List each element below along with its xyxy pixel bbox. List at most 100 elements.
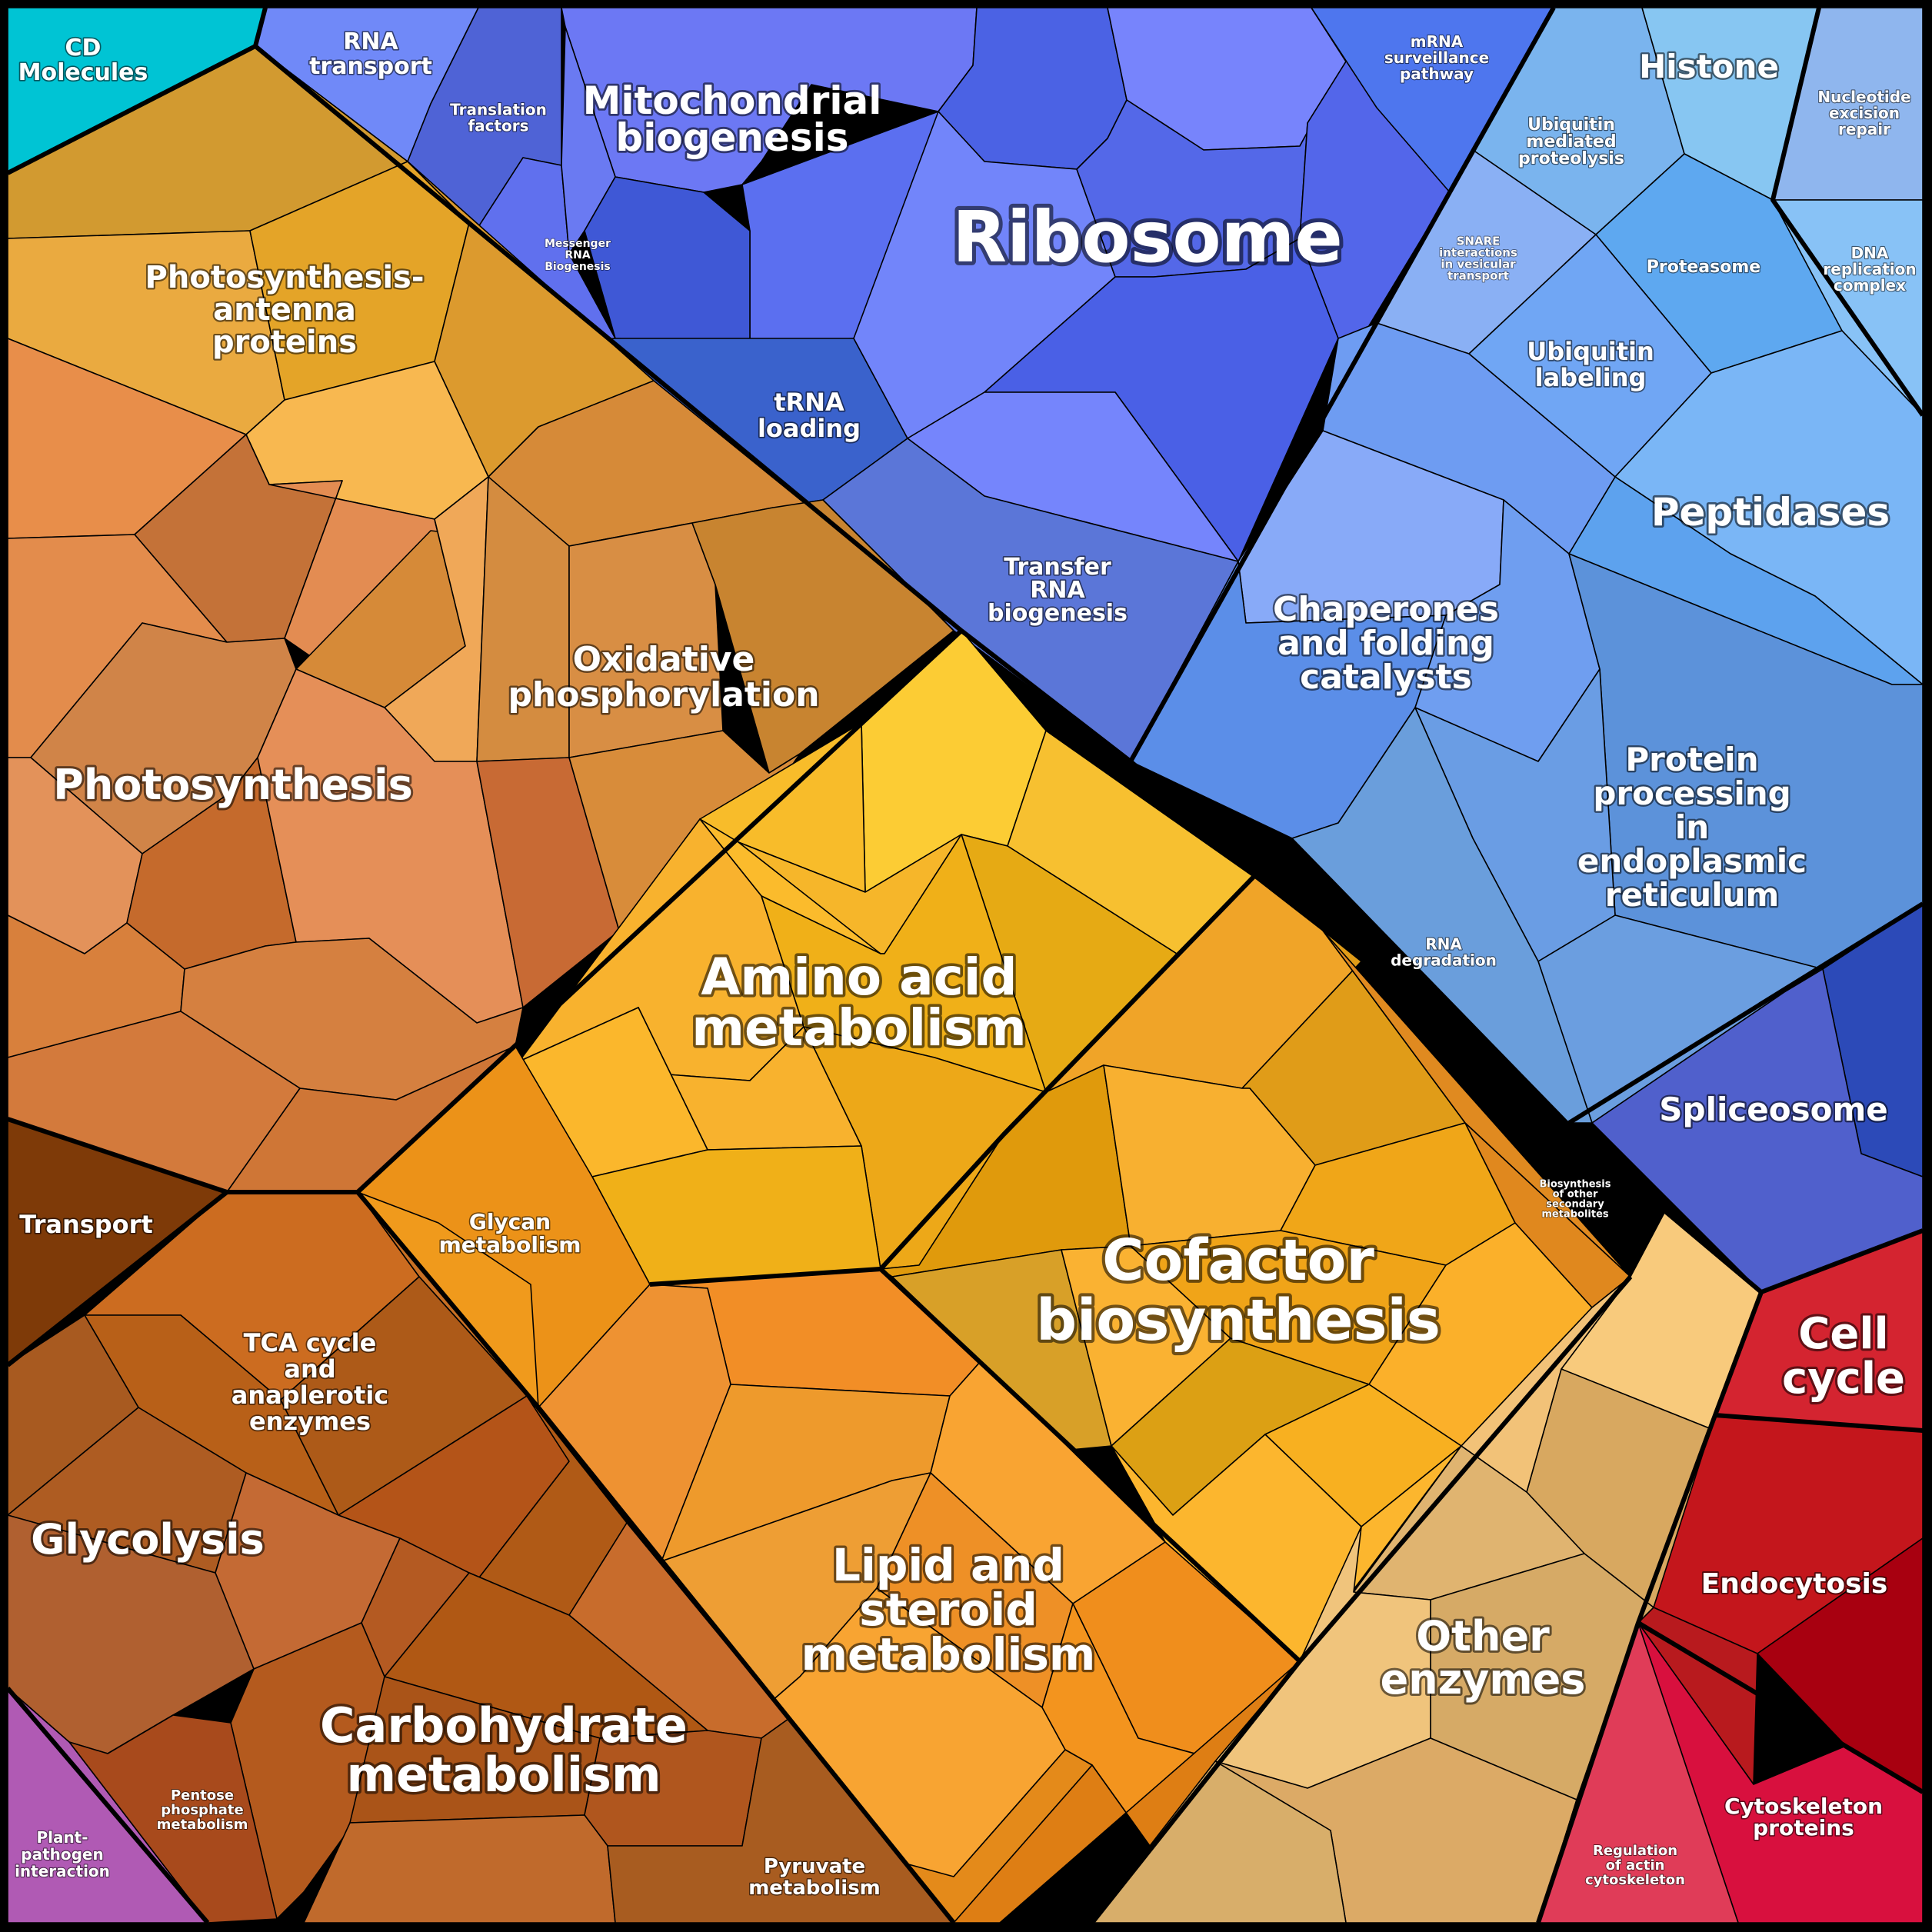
- label-line: Histone: [1639, 48, 1779, 85]
- label-tca-cycle: TCA cycle and anaplerotic enzymes: [232, 1328, 389, 1436]
- label-cell-cycle: Cell cycle: [1782, 1309, 1905, 1404]
- label-line: metabolism: [691, 998, 1027, 1058]
- label-line: RNA: [1030, 577, 1085, 604]
- label-line: Protein: [1625, 741, 1758, 778]
- label-line: Ribosome: [952, 196, 1343, 278]
- label-trna-loading: tRNA loading: [758, 388, 861, 443]
- label-peptidases: Peptidases: [1651, 490, 1890, 535]
- label-ribosome: Ribosome: [952, 196, 1343, 278]
- border-transport: [6, 1190, 228, 1367]
- label-line: Peptidases: [1651, 490, 1890, 535]
- label-transport: Transport: [19, 1210, 152, 1239]
- label-line: interactions: [1439, 246, 1517, 260]
- label-cd-molecules: CD Molecules: [18, 35, 148, 86]
- label-line: Cytoskeleton: [1724, 1794, 1883, 1819]
- label-glycan-metabolism: Glycan metabolism: [439, 1209, 581, 1257]
- label-line: degradation: [1391, 951, 1497, 970]
- label-rna-degradation: RNA degradation: [1391, 935, 1497, 970]
- label-line: Other: [1416, 1612, 1550, 1661]
- label-line: proteins: [1753, 1815, 1854, 1840]
- label-dna-replication-complex: DNA replication complex: [1823, 244, 1916, 295]
- cell-mitochondrial-2: [561, 26, 616, 255]
- label-line: excision: [1829, 104, 1900, 122]
- label-line: Oxidative: [573, 640, 755, 679]
- border-aa-cofactor: [649, 874, 1256, 1287]
- label-photosynthesis: Photosynthesis: [53, 761, 413, 809]
- label-line: Mitochondrial: [583, 78, 882, 123]
- label-line: Biosynthesis: [1540, 1178, 1611, 1190]
- label-line: Chaperones: [1273, 590, 1499, 629]
- label-messenger-rna-biogenesis: Messenger RNA Biogenesis: [545, 238, 611, 273]
- label-line: endoplasmic: [1577, 842, 1807, 880]
- label-line: Plant-: [36, 1828, 88, 1847]
- label-line: tRNA: [774, 388, 844, 417]
- cells-layer: [7, 7, 1924, 1924]
- label-line: complex: [1834, 276, 1906, 295]
- label-line: Biogenesis: [545, 261, 611, 273]
- label-line: Cell: [1798, 1309, 1888, 1359]
- border-carb-top: [7, 1117, 541, 1409]
- border-blue-orange: [254, 44, 1763, 1294]
- label-line: in: [1675, 808, 1709, 846]
- label-line: Transport: [19, 1210, 152, 1239]
- label-line: TCA cycle: [244, 1328, 377, 1357]
- label-photosynthesis-antenna: Photosynthesis-antenna proteins: [145, 260, 425, 360]
- label-translation-factors: Translation factors: [450, 101, 547, 135]
- label-mitochondrial-biogenesis: Mitochondrial biogenesis: [583, 78, 882, 160]
- label-amino-acid-metabolism: Amino acid metabolism: [691, 948, 1027, 1058]
- label-line: Amino acid: [701, 948, 1017, 1007]
- label-line: transport: [1447, 269, 1509, 283]
- label-line: metabolism: [748, 1877, 881, 1900]
- border-cellcycle-top: [1760, 1228, 1924, 1294]
- label-line: secondary: [1546, 1198, 1604, 1210]
- label-line: interaction: [15, 1862, 110, 1880]
- label-line: phosphorylation: [508, 675, 819, 715]
- border-info-fate: [1128, 191, 1452, 763]
- cell-secondary-metabolites-2: [1322, 930, 1631, 1277]
- label-line: biogenesis: [988, 600, 1128, 627]
- label-lipid-steroid: Lipid and steroid metabolism: [801, 1539, 1096, 1681]
- label-line: and folding: [1277, 624, 1494, 663]
- label-spliceosome: Spliceosome: [1659, 1091, 1887, 1128]
- label-line: Glycolysis: [31, 1515, 265, 1564]
- label-line: mediated: [1526, 132, 1616, 152]
- border-lipid-cofactor: [878, 1267, 1302, 1664]
- label-glycolysis: Glycolysis: [31, 1515, 265, 1564]
- label-proteasome: Proteasome: [1647, 258, 1760, 277]
- border-cellcycle-bottom: [1714, 1413, 1924, 1433]
- label-line: Nucleotide: [1817, 88, 1910, 106]
- label-line: Pyruvate: [764, 1855, 865, 1878]
- border-other: [1090, 1275, 1633, 1924]
- label-line: Carbohydrate: [320, 1697, 688, 1754]
- label-line: SNARE: [1457, 235, 1501, 248]
- label-other-enzymes: Other enzymes: [1381, 1612, 1586, 1704]
- label-rna-transport: RNA transport: [309, 28, 432, 80]
- label-line: labeling: [1535, 363, 1647, 392]
- label-line: Lipid and: [832, 1539, 1064, 1591]
- label-pyruvate-metabolism: Pyruvate metabolism: [748, 1855, 881, 1900]
- label-line: repair: [1838, 120, 1890, 138]
- border-red-left: [1536, 1291, 1764, 1924]
- label-protein-processing-er: Protein processing in endoplasmic reticulum: [1577, 741, 1807, 914]
- label-oxidative-phosphorylation: Oxidative phosphorylation: [508, 640, 819, 715]
- label-line: mRNA: [1411, 32, 1464, 51]
- border-ribosome-right: [1447, 6, 1556, 194]
- label-line: Transfer: [1004, 554, 1111, 581]
- label-line: reticulum: [1605, 876, 1780, 914]
- label-line: RNA: [343, 28, 398, 55]
- label-line: anaplerotic: [232, 1381, 389, 1410]
- label-pentose-phosphate: Pentose phosphate metabolism: [157, 1787, 248, 1833]
- label-line: pathway: [1400, 65, 1474, 83]
- label-line: proteolysis: [1518, 149, 1624, 168]
- label-line: biosynthesis: [1036, 1287, 1441, 1354]
- label-nucleotide-excision-repair: Nucleotide excision repair: [1817, 88, 1910, 138]
- label-line: replication: [1823, 260, 1916, 278]
- label-line: cycle: [1782, 1354, 1905, 1404]
- label-transfer-rna-biogenesis: Transfer RNA biogenesis: [988, 554, 1128, 627]
- label-line: Proteasome: [1647, 258, 1760, 277]
- label-line: in vesicular: [1441, 258, 1516, 271]
- label-line: Glycan: [469, 1209, 551, 1234]
- label-line: proteins: [212, 325, 357, 360]
